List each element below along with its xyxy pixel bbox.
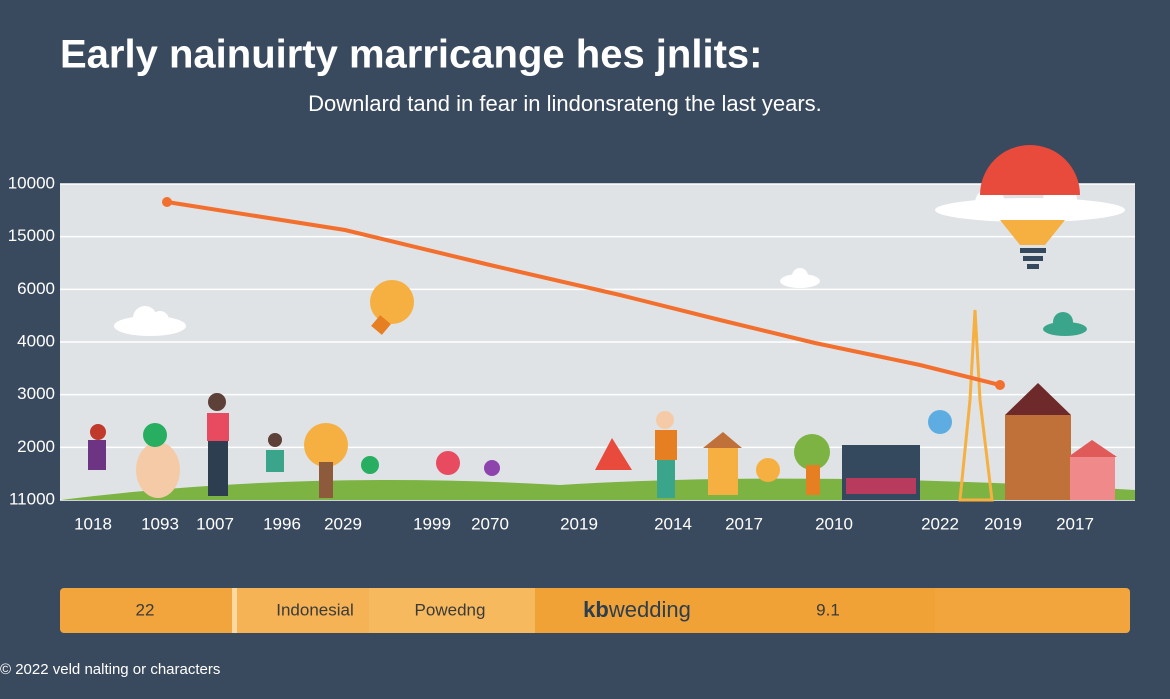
- x-label: 2070: [471, 514, 509, 533]
- y-label: 11000: [9, 489, 55, 508]
- footer: © 2022 veld nalting or characters: [0, 661, 220, 678]
- trend-line: [166, 200, 1001, 387]
- bar-item: 9.1: [816, 600, 840, 619]
- brand-rest: wedding: [608, 597, 691, 622]
- bar-item: 22: [136, 600, 155, 619]
- y-label: 2000: [17, 437, 55, 456]
- title: Early nainuirty marricange hes jnlits:: [60, 33, 762, 77]
- bar-segment: [535, 588, 935, 633]
- x-label: 2019: [560, 514, 598, 533]
- decorations: [60, 145, 1135, 502]
- x-label: 2010: [815, 514, 853, 533]
- subtitle: Downlard tand in fear in lindonsrateng t…: [308, 91, 822, 116]
- y-label: 15000: [8, 226, 55, 245]
- x-label: 1093: [141, 514, 179, 533]
- bar-item: Indonesial: [276, 600, 354, 619]
- bar-items: 22 Indonesial Powedng 9.1: [136, 600, 840, 619]
- x-label: 1999: [413, 514, 451, 533]
- bar-segment: [237, 588, 369, 633]
- bar-segment: [369, 588, 535, 633]
- x-label: 2022: [921, 514, 959, 533]
- brand-bold: kb: [583, 597, 609, 622]
- line-point: [162, 197, 172, 207]
- y-label: 4000: [17, 331, 55, 350]
- brand: kbwedding: [583, 597, 691, 622]
- line-point: [995, 380, 1005, 390]
- y-label: 6000: [17, 279, 55, 298]
- x-labels: 1018 1093 1007 1996 2029 1999 2070 2019 2014 2017…: [74, 514, 1094, 533]
- bar-divider: [232, 588, 237, 633]
- y-labels: 10000 15000 6000 4000 3000 2000 11000: [8, 173, 55, 508]
- x-label: 1007: [196, 514, 234, 533]
- x-label: 1018: [74, 514, 112, 533]
- x-label: 2014: [654, 514, 692, 533]
- x-label: 2017: [1056, 514, 1094, 533]
- y-label: 10000: [8, 173, 55, 192]
- x-label: 2019: [984, 514, 1022, 533]
- x-label: 2017: [725, 514, 763, 533]
- bar-item: Powedng: [415, 600, 486, 619]
- x-label: 2029: [324, 514, 362, 533]
- y-label: 3000: [17, 384, 55, 403]
- x-label: 1996: [263, 514, 301, 533]
